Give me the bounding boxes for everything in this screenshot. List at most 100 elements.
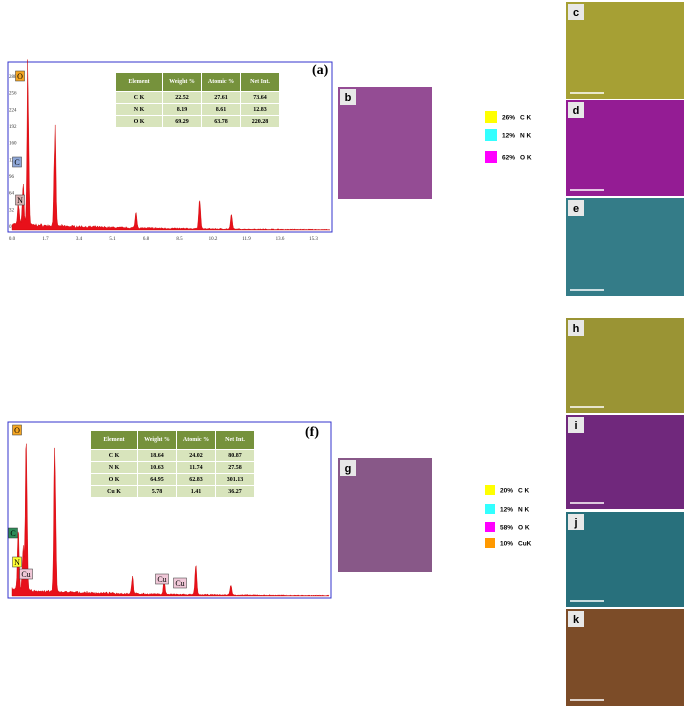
map-signal	[566, 318, 684, 413]
element-tag	[19, 568, 33, 580]
x-tick-label: 8.5	[176, 237, 183, 242]
map-signal	[566, 609, 684, 706]
table-cell: 220.28	[240, 115, 280, 128]
element-tag	[15, 70, 25, 82]
table-cell: Atomic %	[176, 430, 216, 450]
map-tint	[566, 512, 684, 607]
map-tint	[566, 318, 684, 413]
quant-table: Element Weight % Atomic % Net Int. C K 22.52 2…	[115, 72, 280, 128]
legend-element: C K	[518, 488, 530, 495]
x-tick-label: 0.0	[9, 237, 16, 242]
table-cell: 64.95	[137, 473, 177, 486]
table-cell: 24.02	[176, 449, 216, 462]
map-signal	[566, 415, 684, 509]
legend-swatch	[485, 151, 497, 163]
table-cell: 73.64	[240, 91, 280, 104]
legend-percent: 12%	[502, 133, 515, 140]
y-tick-label: 288	[9, 75, 17, 80]
table-cell: 301.13	[215, 473, 255, 486]
map-tint	[566, 415, 684, 509]
table-cell: 27.58	[215, 461, 255, 474]
x-tick-label: 6.8	[143, 237, 150, 242]
map-label: g	[345, 463, 352, 475]
map-label: e	[573, 203, 579, 215]
map-label-bg	[568, 417, 584, 433]
element-label: N	[17, 196, 23, 205]
table-cell: N K	[115, 103, 163, 116]
table-cell: 80.87	[215, 449, 255, 462]
legend-percent: 10%	[500, 541, 513, 548]
table-cell: 36.27	[215, 485, 255, 498]
x-tick-label: 1.7	[42, 237, 49, 242]
spectrum	[11, 59, 331, 231]
table-cell: 12.83	[240, 103, 280, 116]
table-cell: C K	[90, 449, 138, 462]
map-label: j	[573, 517, 577, 529]
element-label: C	[14, 158, 19, 167]
x-tick-label: 11.9	[242, 237, 251, 242]
table-cell: Net Int.	[215, 430, 255, 450]
table-cell: Cu K	[90, 485, 138, 498]
element-label: Cu	[21, 570, 30, 579]
table-cell: 27.61	[201, 91, 241, 104]
map-label-bg	[568, 320, 584, 336]
panel-label: (a)	[312, 63, 329, 78]
map-label-bg	[568, 200, 584, 216]
map-label: b	[345, 92, 352, 104]
y-tick-label: 192	[9, 125, 17, 130]
element-tag	[12, 424, 22, 436]
element-label: Cu	[157, 575, 166, 584]
map-signal	[566, 2, 684, 99]
map-label-bg	[568, 102, 584, 118]
table-cell: 11.74	[176, 461, 216, 474]
table-cell: 18.64	[137, 449, 177, 462]
table-cell: 10.63	[137, 461, 177, 474]
map-label-bg	[340, 460, 356, 476]
x-tick-label: 3.4	[76, 237, 83, 242]
x-tick-label: 13.6	[276, 237, 285, 242]
table-cell: Element	[90, 430, 138, 450]
map-label: h	[573, 323, 580, 335]
x-tick-label: 5.1	[109, 237, 116, 242]
map-tint	[566, 609, 684, 706]
quant-table: Element Weight % Atomic % Net Int. C K 18.64 2…	[90, 430, 255, 498]
element-tag	[12, 156, 22, 168]
legend-element: C K	[520, 115, 532, 122]
map-label-bg	[568, 514, 584, 530]
map-tint	[338, 458, 432, 572]
legend-element: O K	[518, 525, 530, 532]
map-label: i	[574, 420, 577, 432]
element-tag	[173, 577, 187, 589]
y-tick-label: 32	[9, 208, 15, 213]
y-tick-label: 256	[9, 92, 17, 97]
table-cell: N K	[90, 461, 138, 474]
spectrum	[11, 443, 330, 597]
map-signal	[566, 512, 684, 607]
legend-element: O K	[520, 155, 532, 162]
table-cell: 8.61	[201, 103, 241, 116]
map-signal	[566, 100, 684, 196]
legend-percent: 62%	[502, 155, 515, 162]
table-cell: Weight %	[137, 430, 177, 450]
y-tick-label: 0	[9, 225, 12, 230]
table-cell: 8.19	[162, 103, 202, 116]
x-tick-label: 15.3	[309, 237, 318, 242]
table-cell: Weight %	[162, 72, 202, 92]
legend-percent: 12%	[500, 507, 513, 514]
element-tag	[15, 194, 25, 206]
table-cell: 5.78	[137, 485, 177, 498]
map-tint	[566, 2, 684, 99]
element-label: Cu	[175, 579, 184, 588]
table-cell: C K	[115, 91, 163, 104]
table-cell: 1.41	[176, 485, 216, 498]
table-cell: Atomic %	[201, 72, 241, 92]
y-tick-label: 160	[9, 142, 17, 147]
map-label: c	[573, 7, 579, 19]
y-tick-label: 64	[9, 192, 15, 197]
legend-swatch	[485, 504, 495, 514]
x-tick-label: 10.2	[209, 237, 218, 242]
legend-swatch	[485, 129, 497, 141]
map-label: d	[573, 105, 580, 117]
